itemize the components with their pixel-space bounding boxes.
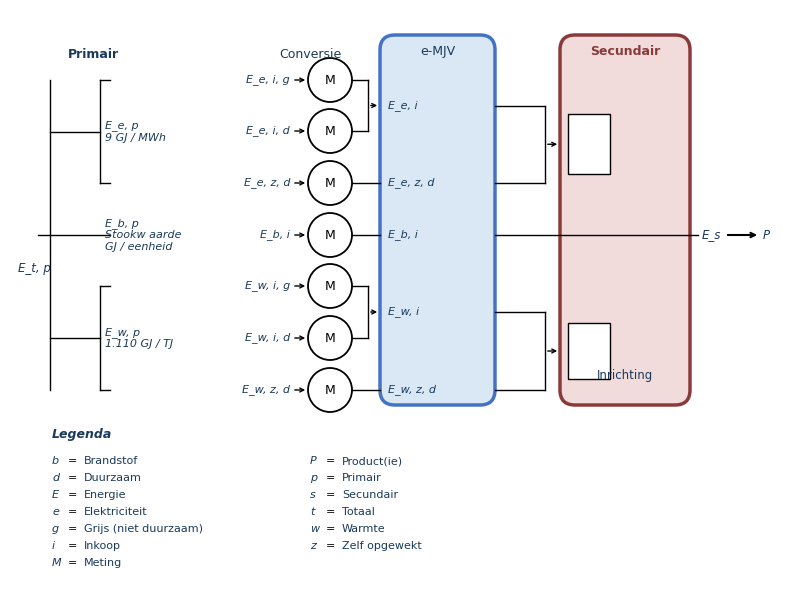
Text: Elektriciteit: Elektriciteit (84, 507, 148, 517)
Text: E_b, p
Stookw aarde
GJ / eenheid: E_b, p Stookw aarde GJ / eenheid (105, 218, 181, 252)
Text: Inkoop: Inkoop (84, 541, 121, 551)
Text: d: d (52, 473, 59, 483)
Text: Duurzaam: Duurzaam (84, 473, 142, 483)
Bar (568, 323, 610, 379)
Text: E_e, i, g: E_e, i, g (246, 75, 290, 85)
Text: M: M (52, 558, 62, 568)
Text: E_w, i: E_w, i (388, 306, 419, 317)
Text: M: M (324, 177, 335, 190)
Text: =: = (326, 507, 335, 517)
Text: Zelf opgewekt: Zelf opgewekt (342, 541, 422, 551)
Text: p: p (310, 473, 317, 483)
Text: g: g (52, 524, 59, 534)
Circle shape (308, 161, 352, 205)
Text: E_b, i: E_b, i (388, 230, 418, 240)
Text: t: t (310, 507, 314, 517)
Text: E_w, z, d: E_w, z, d (388, 385, 436, 395)
Text: Primair: Primair (68, 48, 119, 61)
Text: =: = (326, 541, 335, 551)
Text: Totaal: Totaal (342, 507, 375, 517)
Text: =: = (326, 524, 335, 534)
FancyBboxPatch shape (560, 35, 690, 405)
Circle shape (308, 109, 352, 153)
Text: P: P (310, 456, 316, 466)
Text: M: M (324, 74, 335, 87)
Text: Brandstof: Brandstof (84, 456, 138, 466)
FancyBboxPatch shape (380, 35, 495, 405)
Text: E_w, i, d: E_w, i, d (245, 333, 290, 343)
Text: b: b (52, 456, 59, 466)
Text: E_w, z, d: E_w, z, d (242, 385, 290, 395)
Text: Energie: Energie (84, 490, 126, 500)
Text: Secundair: Secundair (590, 45, 660, 58)
Text: Legenda: Legenda (52, 428, 112, 441)
Text: E_e, z, d: E_e, z, d (388, 177, 435, 188)
Circle shape (308, 368, 352, 412)
Text: =: = (326, 473, 335, 483)
Text: Conversie: Conversie (279, 48, 341, 61)
Text: Secundair: Secundair (342, 490, 398, 500)
Text: E_s: E_s (702, 229, 721, 241)
Text: E_e, i: E_e, i (388, 100, 417, 111)
Text: Primair: Primair (342, 473, 382, 483)
Text: =: = (68, 507, 77, 517)
Text: =: = (68, 473, 77, 483)
Text: E_b, i: E_b, i (260, 230, 290, 240)
Text: Warmte: Warmte (342, 524, 386, 534)
Text: Product(ie): Product(ie) (342, 456, 403, 466)
Text: =: = (326, 490, 335, 500)
Text: E_e, z, d: E_e, z, d (244, 177, 290, 188)
Circle shape (308, 213, 352, 257)
Text: z: z (310, 541, 316, 551)
Text: =: = (326, 456, 335, 466)
Text: =: = (68, 456, 77, 466)
Text: e-MJV: e-MJV (420, 45, 455, 58)
Text: =: = (68, 558, 77, 568)
Circle shape (308, 264, 352, 308)
Text: Inrichting: Inrichting (596, 369, 653, 382)
Text: =: = (68, 541, 77, 551)
Text: P: P (763, 229, 770, 241)
Text: e: e (52, 507, 59, 517)
Text: =: = (68, 524, 77, 534)
Text: M: M (324, 332, 335, 345)
Text: w: w (310, 524, 319, 534)
Text: M: M (324, 229, 335, 241)
Text: E_w, i, g: E_w, i, g (245, 280, 290, 292)
Circle shape (308, 316, 352, 360)
Text: Grijs (niet duurzaam): Grijs (niet duurzaam) (84, 524, 203, 534)
Text: =: = (68, 490, 77, 500)
Text: E: E (52, 490, 59, 500)
Bar (568, 114, 610, 174)
Text: M: M (324, 383, 335, 396)
Text: M: M (324, 124, 335, 137)
Text: E_e, i, d: E_e, i, d (246, 125, 290, 137)
Text: M: M (324, 280, 335, 293)
Circle shape (308, 58, 352, 102)
Text: E_w, p
1.110 GJ / TJ: E_w, p 1.110 GJ / TJ (105, 327, 173, 349)
Text: i: i (52, 541, 55, 551)
Text: s: s (310, 490, 316, 500)
Text: E_e, p
9 GJ / MWh: E_e, p 9 GJ / MWh (105, 120, 166, 143)
Text: Meting: Meting (84, 558, 122, 568)
Text: E_t, p: E_t, p (18, 262, 50, 274)
